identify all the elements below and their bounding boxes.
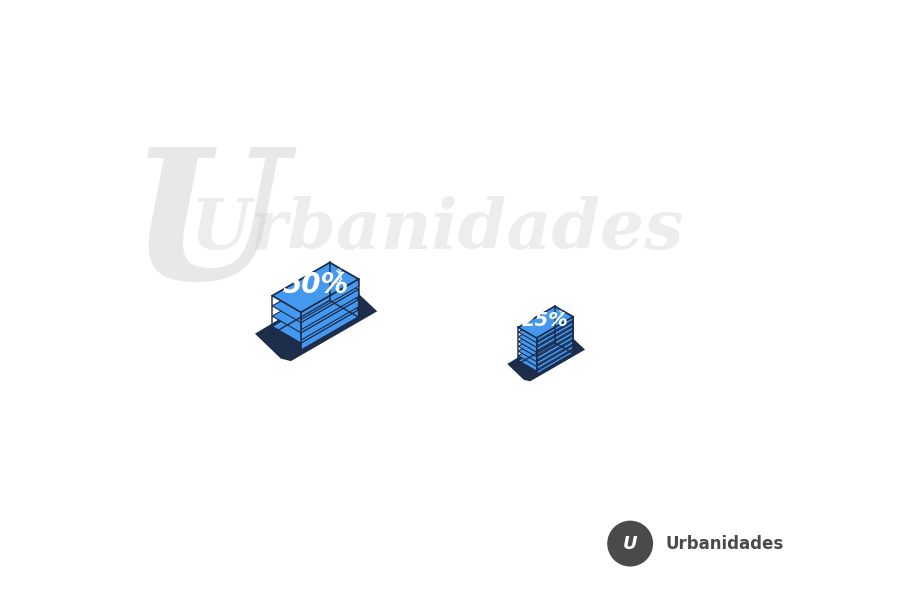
Text: U: U (622, 535, 638, 553)
Polygon shape (301, 289, 359, 330)
Text: 8: 8 (557, 308, 563, 314)
Text: 7: 7 (557, 313, 563, 319)
Polygon shape (537, 341, 573, 365)
Polygon shape (518, 306, 573, 338)
Polygon shape (518, 311, 573, 342)
Text: 25%: 25% (522, 311, 569, 330)
Polygon shape (537, 336, 573, 360)
Text: 5: 5 (557, 322, 563, 329)
Polygon shape (555, 306, 573, 320)
Text: 4: 4 (557, 327, 563, 333)
Polygon shape (518, 325, 573, 357)
Text: 1: 1 (334, 297, 343, 307)
Polygon shape (555, 311, 573, 325)
Polygon shape (272, 263, 359, 312)
Text: 1: 1 (557, 341, 563, 347)
Polygon shape (537, 317, 573, 341)
Polygon shape (555, 339, 573, 353)
Polygon shape (272, 283, 359, 333)
Polygon shape (272, 273, 359, 323)
Polygon shape (301, 279, 359, 320)
Polygon shape (537, 326, 573, 351)
Polygon shape (537, 350, 573, 374)
Polygon shape (329, 263, 359, 286)
Polygon shape (518, 330, 573, 362)
Polygon shape (518, 335, 573, 367)
Polygon shape (329, 283, 359, 307)
Polygon shape (301, 300, 359, 340)
Text: 2: 2 (557, 336, 563, 342)
Polygon shape (555, 321, 573, 335)
Polygon shape (255, 286, 378, 361)
Text: 3: 3 (557, 332, 563, 338)
Text: Urbanidades: Urbanidades (190, 196, 683, 263)
Polygon shape (555, 335, 573, 349)
Polygon shape (555, 316, 573, 330)
Circle shape (607, 521, 653, 567)
Polygon shape (518, 339, 573, 371)
Polygon shape (507, 333, 585, 381)
Polygon shape (301, 310, 359, 350)
Polygon shape (537, 345, 573, 370)
Polygon shape (537, 331, 573, 356)
Polygon shape (555, 325, 573, 339)
Polygon shape (518, 321, 573, 352)
Text: 4: 4 (334, 266, 343, 276)
Polygon shape (329, 293, 359, 317)
Polygon shape (518, 316, 573, 347)
Text: 3: 3 (334, 276, 343, 286)
Text: U: U (128, 141, 286, 318)
Text: 6: 6 (557, 317, 563, 324)
Polygon shape (329, 273, 359, 297)
Polygon shape (537, 321, 573, 346)
Text: Urbanidades: Urbanidades (665, 535, 784, 553)
Polygon shape (555, 330, 573, 344)
Text: 2: 2 (334, 286, 343, 297)
Polygon shape (272, 293, 359, 343)
Text: 50%: 50% (282, 271, 349, 300)
